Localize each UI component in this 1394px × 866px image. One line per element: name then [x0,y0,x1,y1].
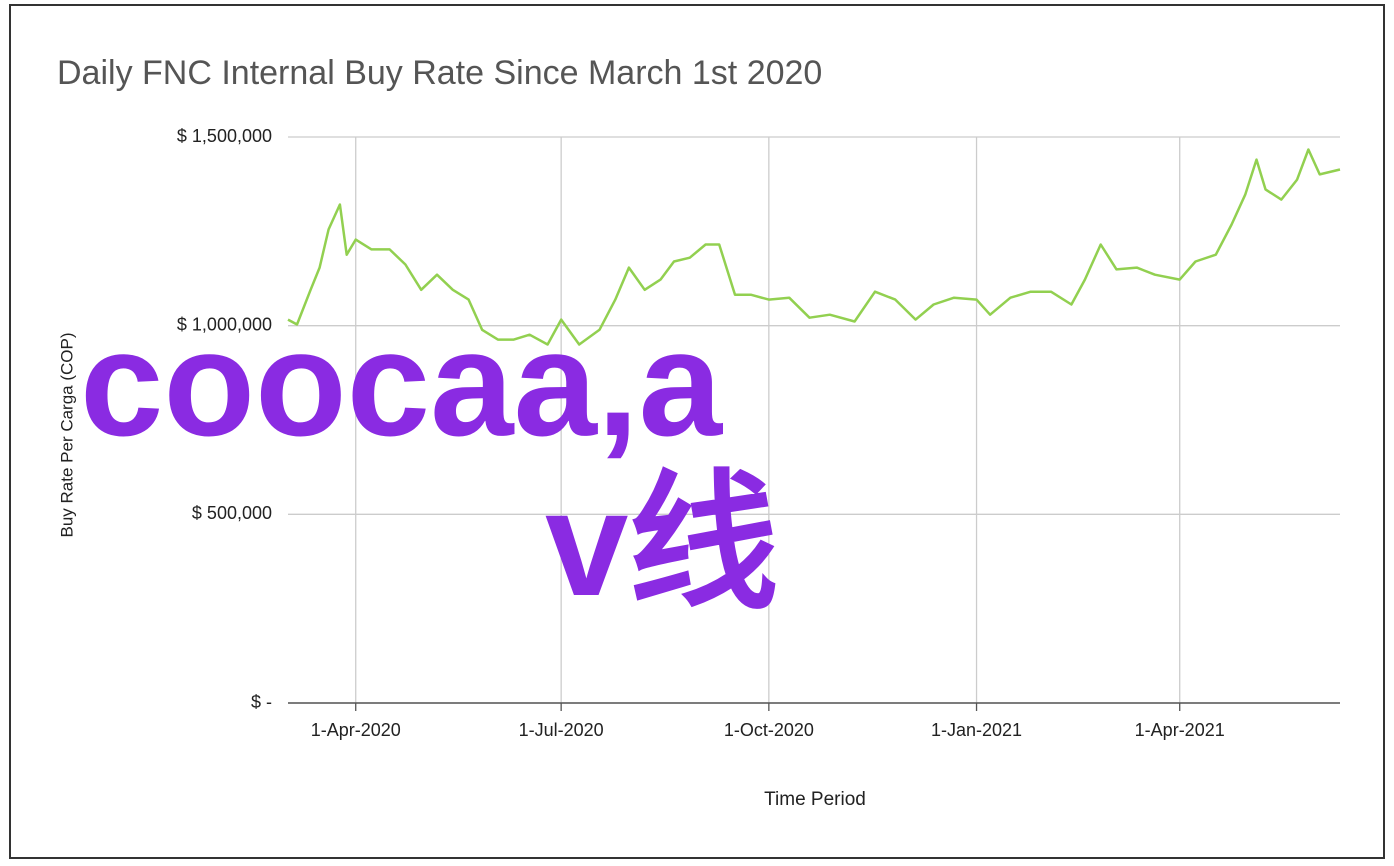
y-tick-label: $ 1,000,000 [177,314,272,334]
y-axis-label: Buy Rate Per Carga (COP) [57,332,76,537]
plot-area: $ - $ 500,000 $ 1,000,000 $ 1,500,000 1-Apr-… [177,126,1341,740]
chart-title: Daily FNC Internal Buy Rate Since March … [57,54,822,92]
x-tick-label: 1-Jul-2020 [519,720,604,740]
y-tick-label: $ 500,000 [192,503,272,523]
y-tick-label: $ - [251,692,272,712]
watermark: v线 [545,459,778,627]
x-tick-label: 1-Oct-2020 [724,720,814,740]
x-axis-label: Time Period [764,789,866,810]
x-tick-label: 1-Jan-2021 [931,720,1022,740]
x-tick-label: 1-Apr-2021 [1135,720,1225,740]
y-tick-label: $ 1,500,000 [177,126,272,146]
watermark: coocaa,a [80,299,724,467]
frame [9,4,1385,859]
x-tick-label: 1-Apr-2020 [311,720,401,740]
data-line [287,148,1341,346]
